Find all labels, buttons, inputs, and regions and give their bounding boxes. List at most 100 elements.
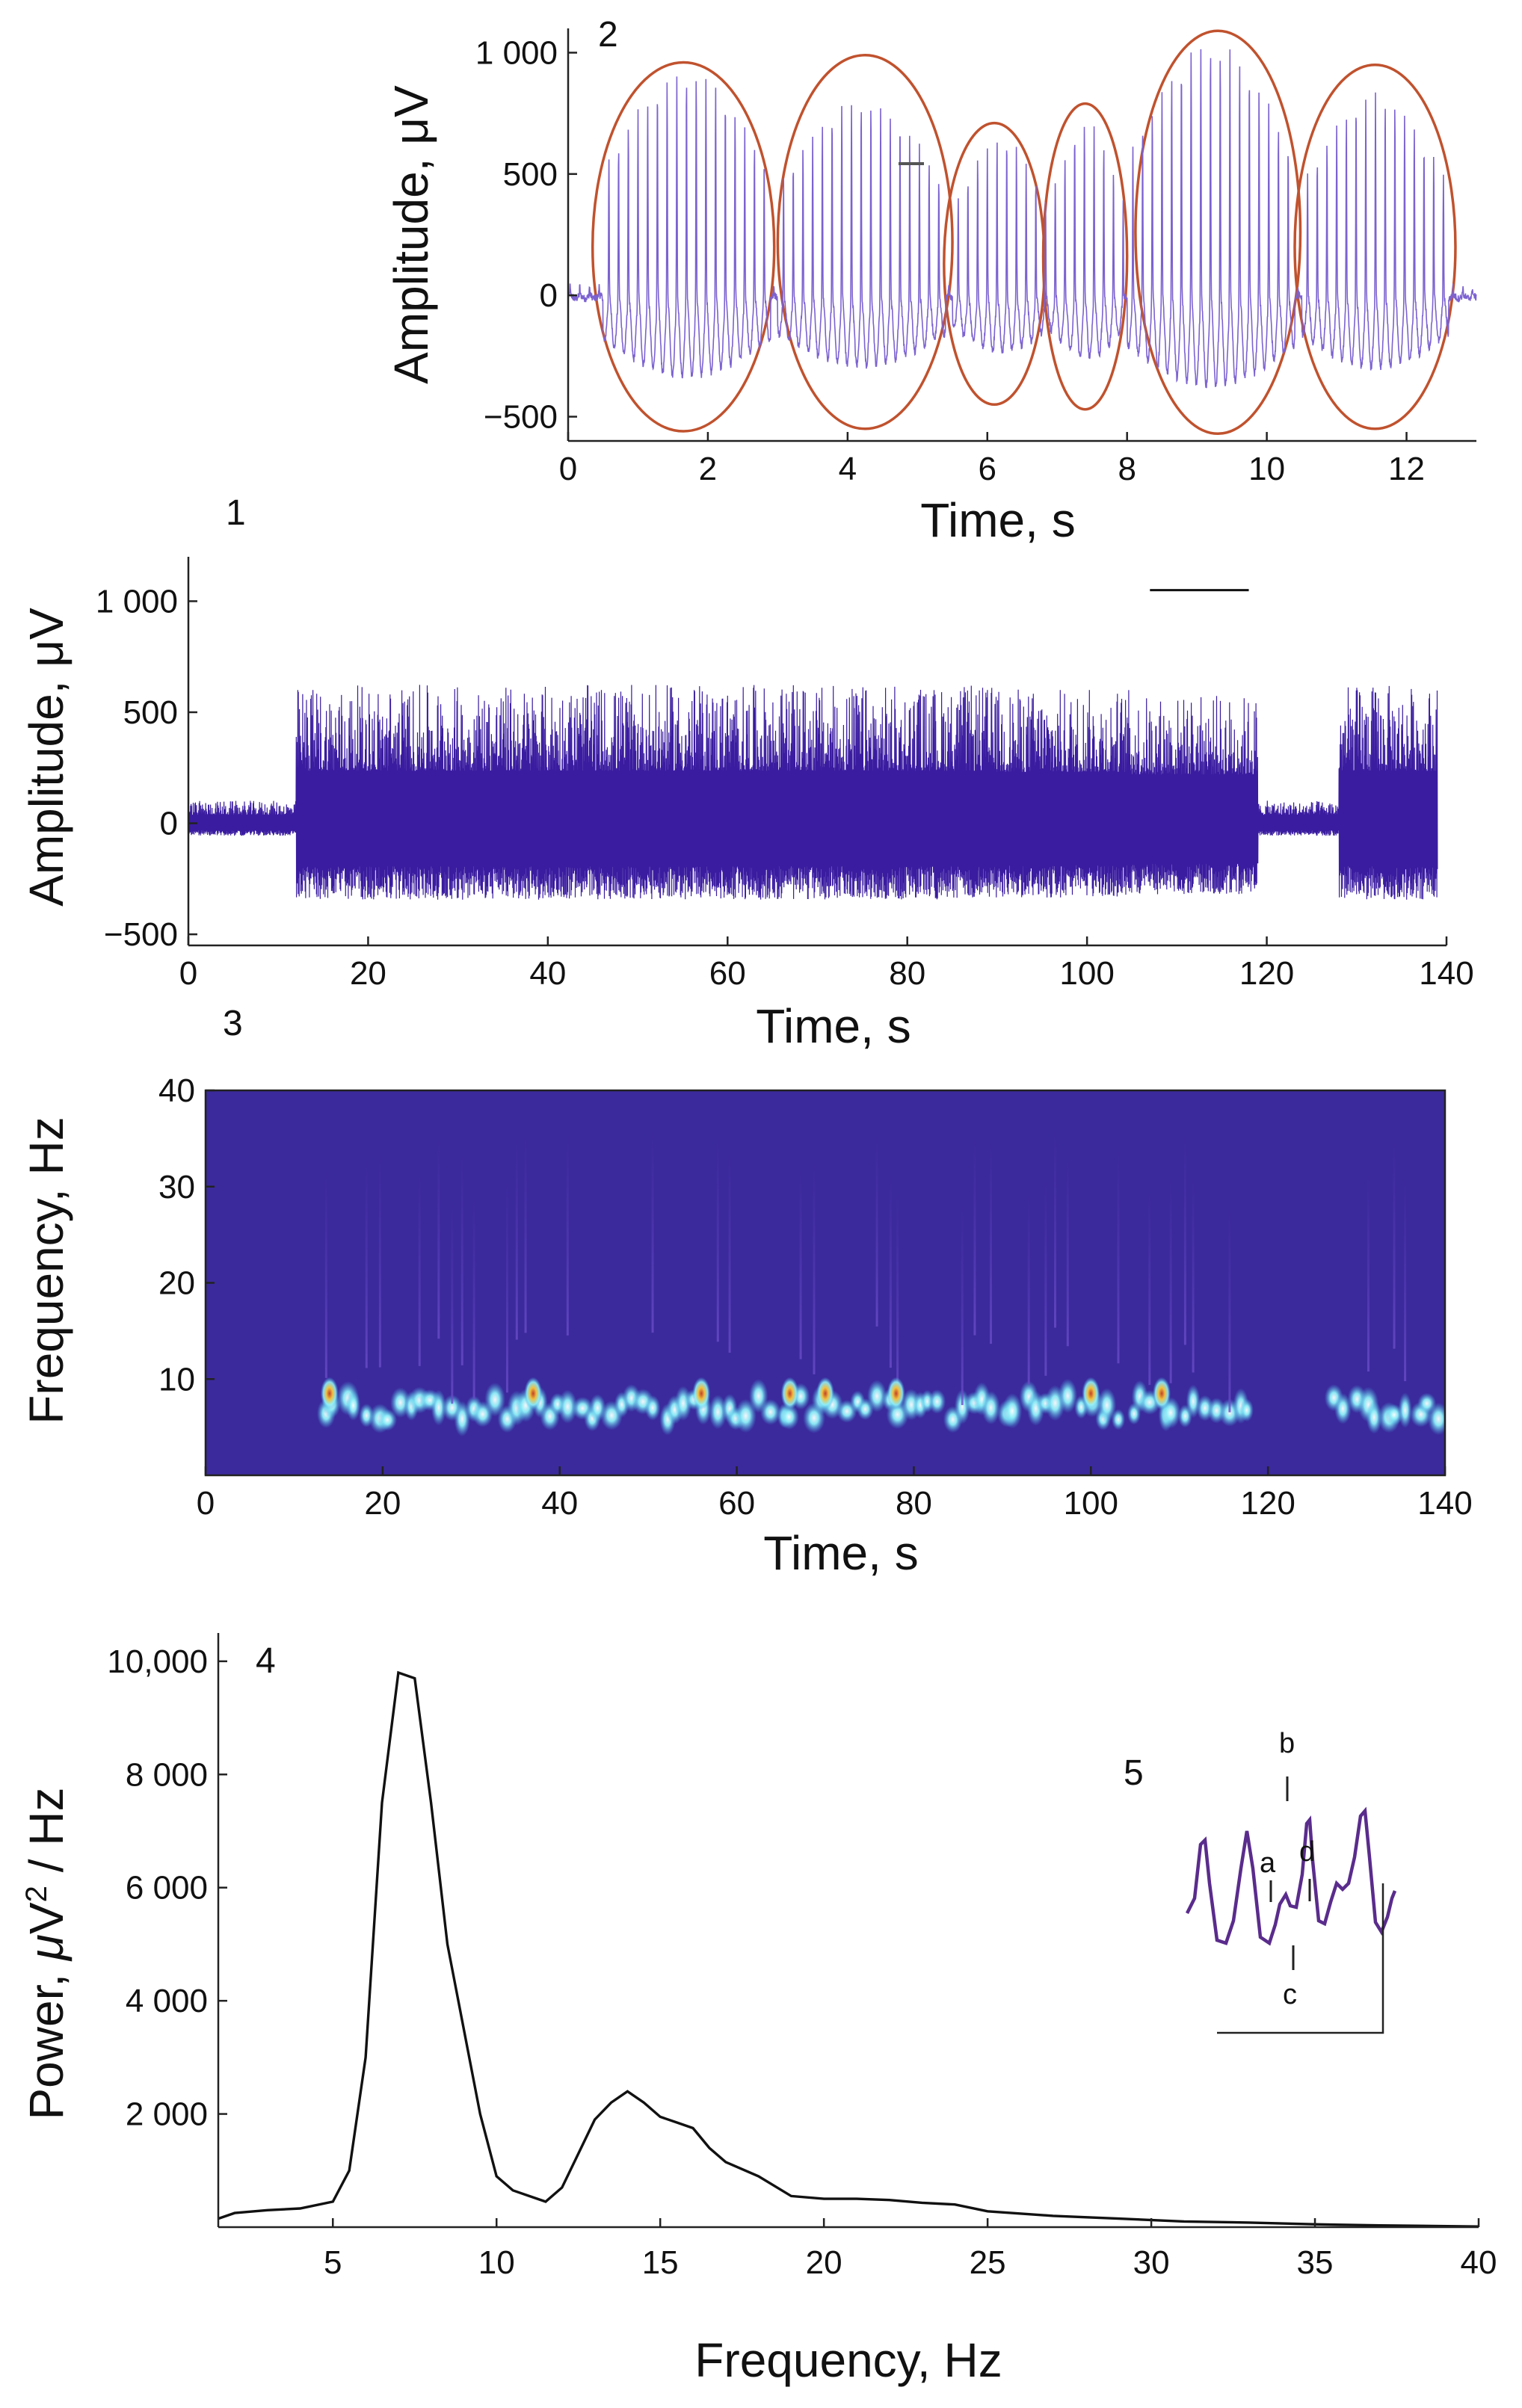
panel-3-axes: 0 20 40 60 80 100 120 140 40 30 20 10 — [158, 1072, 1473, 1522]
spectrogram-hot-spot — [524, 1377, 543, 1410]
spectrogram-blob — [760, 1399, 781, 1425]
spectrogram-streak — [799, 1168, 802, 1359]
spectrogram-streak — [1169, 1176, 1172, 1383]
spectrogram-hot-spot — [887, 1377, 905, 1410]
x-tick-label: 140 — [1419, 955, 1473, 992]
spectrogram-streak — [989, 1141, 992, 1345]
panel-number-4: 4 — [256, 1641, 276, 1681]
y-tick-label: 2 000 — [126, 2096, 208, 2133]
inset-label-d: d — [1299, 1836, 1315, 1868]
spectrogram-streak — [1117, 1149, 1120, 1364]
y-tick-label: 0 — [540, 277, 558, 314]
x-tick-label: 20 — [350, 955, 386, 992]
panel-2-x-label: Time, s — [920, 493, 1075, 547]
inset-scale-bars — [1217, 1883, 1384, 2034]
x-tick-label: 0 — [559, 451, 577, 487]
spectrogram-streak — [973, 1137, 976, 1336]
spectrogram-blob — [1427, 1402, 1445, 1436]
x-tick-label: 5 — [324, 2244, 342, 2281]
x-tick-label: 40 — [541, 1485, 578, 1522]
x-tick-label: 20 — [364, 1485, 401, 1522]
spectrogram-streak — [1393, 1140, 1396, 1349]
spectrogram-streak — [1053, 1130, 1056, 1328]
x-tick-label: 120 — [1240, 1485, 1295, 1522]
spectrogram-streak — [1027, 1194, 1030, 1385]
spectrogram-streak — [515, 1137, 518, 1340]
spectrogram-streak — [365, 1158, 368, 1368]
spectrogram-blob — [1366, 1401, 1382, 1434]
panel-3-x-label: Time, s — [763, 1526, 918, 1580]
spectrogram-blob — [1058, 1378, 1077, 1413]
burst-ellipse — [591, 61, 776, 433]
panel-number-5: 5 — [1124, 1753, 1144, 1793]
x-tick-label: 120 — [1239, 955, 1294, 992]
spectrogram-streak — [1228, 1205, 1231, 1413]
spectrogram-streak — [566, 1134, 569, 1336]
x-tick-label: 2 — [699, 451, 717, 487]
spectrogram-blob — [378, 1409, 398, 1431]
spectrogram-streak — [1183, 1134, 1186, 1345]
x-tick-label: 20 — [806, 2244, 842, 2281]
inset-label-c: c — [1283, 1979, 1297, 2010]
spectrogram-hot-spot — [320, 1377, 339, 1410]
spectrogram-streak — [1192, 1176, 1195, 1373]
panel-1-y-label: Amplitude, μV — [19, 608, 73, 907]
x-tick-label: 0 — [197, 1485, 215, 1522]
y-tick-label: −500 — [104, 916, 178, 953]
spectrogram-streak — [451, 1201, 454, 1404]
mu-symbol: μ — [19, 1934, 73, 1962]
spectrogram-streak — [472, 1196, 475, 1399]
y-tick-label: −500 — [484, 399, 558, 436]
spectrogram-streak — [505, 1179, 508, 1393]
spectrogram-blob — [866, 1380, 887, 1413]
y-tick-label: 500 — [123, 694, 178, 731]
spectrogram-blob — [779, 1404, 799, 1430]
burst-ellipse — [1293, 63, 1457, 430]
spectrogram-blob — [1111, 1409, 1126, 1430]
y-tick-label: 500 — [503, 156, 558, 193]
x-tick-label: 100 — [1059, 955, 1114, 992]
spectrogram-streak — [651, 1130, 654, 1333]
spectrogram-power-blobs — [316, 1130, 1445, 1437]
spectrogram-streak — [418, 1171, 421, 1366]
panel-4-y-label: Power, μV2 / Hz — [19, 1788, 73, 2120]
x-tick-label: 10 — [478, 2244, 515, 2281]
x-tick-label: 80 — [889, 955, 925, 992]
x-tick-label: 60 — [709, 955, 746, 992]
spectrogram-blob — [484, 1382, 505, 1417]
spectrogram-hot-spot — [692, 1377, 711, 1410]
spectrogram-streak — [1367, 1173, 1370, 1372]
spectrogram-blob — [431, 1389, 446, 1426]
x-tick-label: 80 — [896, 1485, 932, 1522]
spectrogram-blob — [735, 1398, 757, 1433]
y-tick-label: 1 000 — [96, 583, 178, 620]
spectrogram-streak — [524, 1133, 527, 1333]
x-tick-label: 60 — [718, 1485, 755, 1522]
panel-2-y-label: Amplitude, μV — [384, 85, 438, 384]
spectrogram-blob — [558, 1389, 578, 1424]
burst-ellipse — [776, 53, 954, 430]
x-tick-label: 140 — [1417, 1485, 1472, 1522]
spectrogram-streak — [437, 1137, 440, 1339]
burst-ellipse — [1134, 29, 1302, 436]
spectrogram-streak — [1066, 1155, 1069, 1347]
x-tick-label: 4 — [839, 451, 857, 487]
spectrogram-hot-spot — [1082, 1377, 1100, 1410]
y-tick-label: 10,000 — [107, 1643, 208, 1680]
x-tick-label: 8 — [1118, 451, 1136, 487]
panel-number-1: 1 — [226, 493, 246, 533]
power-spectrum-line — [218, 1670, 1479, 2228]
y-tick-label: 20 — [158, 1265, 195, 1302]
spectrogram-streak — [728, 1149, 731, 1353]
burst-ellipse — [1041, 102, 1129, 411]
spectrogram-streak — [460, 1152, 463, 1365]
spectrogram-blob — [1398, 1392, 1412, 1428]
spectrogram-streak — [1044, 1178, 1047, 1376]
panel-1-x-label: Time, s — [756, 999, 911, 1053]
spectrogram-streak — [378, 1155, 381, 1368]
spectrogram-blob — [644, 1395, 661, 1421]
